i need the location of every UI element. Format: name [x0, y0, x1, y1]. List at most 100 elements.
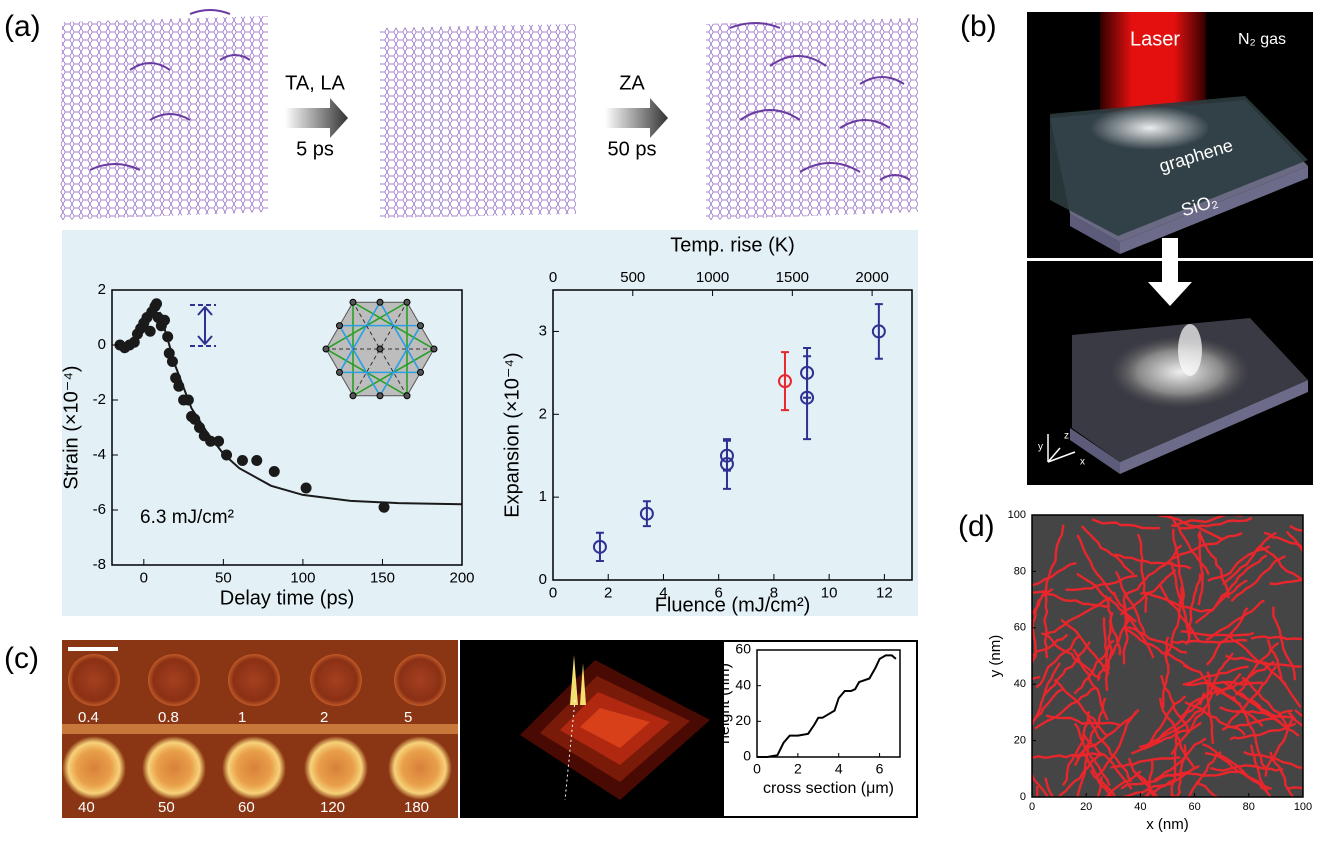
- afm-spot: [62, 736, 126, 800]
- x-tick-label: 2: [794, 760, 802, 776]
- x-tick-label: 0: [753, 760, 761, 776]
- thermal-bump: [1178, 324, 1202, 376]
- panel-b: (b) Laser N₂ gas graphene SiO₂ z y x: [960, 10, 1313, 485]
- afm-label: 5: [404, 709, 412, 726]
- afm-spot: [304, 736, 368, 800]
- y-tick-label: -8: [93, 556, 106, 573]
- y-tick-label: 20: [1014, 735, 1026, 747]
- y-tick-label: 40: [735, 676, 751, 692]
- x2-tick-label: 2000: [855, 269, 888, 286]
- process-label: TA, LA: [285, 72, 345, 94]
- afm-label: 0.8: [158, 709, 179, 726]
- afm-spot: [148, 654, 200, 706]
- x-tick-label: 20: [1080, 801, 1092, 813]
- afm-stripe: [62, 724, 458, 734]
- x-tick-label: 12: [876, 584, 893, 601]
- lattice-atom: [377, 346, 383, 352]
- point: [252, 456, 262, 466]
- time-label: 50 ps: [608, 138, 657, 160]
- y-tick-label: 2: [98, 281, 106, 298]
- chart: 0 20 40 60 80 100 0 20 40 60 80 100 x (nm) y (nm): [979, 509, 1326, 842]
- y-tick-label: 20: [735, 712, 751, 728]
- afm-label: 50: [158, 799, 175, 816]
- y-tick-label: 60: [1014, 622, 1026, 634]
- lattice-atom: [377, 299, 383, 305]
- afm-label: 0.4: [78, 709, 99, 726]
- afm-spot: [222, 736, 286, 800]
- x-tick-label: 200: [449, 569, 474, 586]
- axis-glyph-label: x: [1080, 457, 1085, 468]
- point: [222, 450, 232, 460]
- afm-spot: [310, 654, 362, 706]
- x-tick-label: 100: [1294, 801, 1312, 813]
- afm-spot: [68, 654, 120, 706]
- y-axis-label: y (nm): [987, 635, 1004, 678]
- point: [152, 299, 162, 309]
- afm-label: 1: [238, 709, 246, 726]
- x-axis-label: Delay time (ps): [220, 587, 354, 609]
- y-tick-label: 100: [1008, 509, 1026, 521]
- x2-tick-label: 0: [549, 269, 557, 286]
- lattice-atom: [337, 323, 343, 329]
- x-tick-label: 6: [876, 760, 884, 776]
- y-tick-label: 0: [743, 748, 751, 764]
- crack: [1232, 797, 1238, 842]
- y-tick-label: 0: [98, 336, 106, 353]
- afm-label: 40: [78, 799, 95, 816]
- afm-label: 180: [404, 799, 429, 816]
- laser-spot: [1090, 106, 1210, 150]
- point: [237, 456, 247, 466]
- y-tick-label: 0: [1020, 791, 1026, 803]
- y-tick-label: 60: [735, 641, 751, 657]
- x-tick-label: 40: [1134, 801, 1146, 813]
- lattice-atom: [323, 346, 329, 352]
- arrow: [605, 98, 668, 138]
- y-tick-label: -4: [93, 446, 106, 463]
- x-tick-label: 2: [604, 584, 612, 601]
- x-tick-label: 150: [370, 569, 395, 586]
- x-tick-label: 0: [549, 584, 557, 601]
- x-tick-label: 0: [1029, 801, 1035, 813]
- lattice-atom: [404, 299, 410, 305]
- lattice-atom: [431, 346, 437, 352]
- y-axis-label: height (nm): [716, 663, 733, 744]
- y-axis-label: Strain (×10⁻⁴): [60, 365, 82, 489]
- y-tick-label: -6: [93, 501, 106, 518]
- point: [301, 483, 311, 493]
- point: [379, 502, 389, 512]
- x-tick-label: 50: [215, 569, 232, 586]
- lattice-atom: [337, 369, 343, 375]
- lattice-atom: [404, 393, 410, 399]
- afm-spot: [388, 736, 452, 800]
- x-tick-label: 80: [1243, 801, 1255, 813]
- x-tick-label: 60: [1188, 801, 1200, 813]
- x2-tick-label: 500: [620, 269, 645, 286]
- panel-a-schematic: (a) TA, LA 5 ps ZA 50 ps: [4, 10, 918, 220]
- render-label: N₂ gas: [1238, 31, 1286, 48]
- y-tick-label: 0: [539, 571, 547, 588]
- afm-spot: [228, 654, 280, 706]
- y-tick-label: 80: [1014, 565, 1026, 577]
- panel-label: (c): [4, 642, 39, 675]
- point: [145, 326, 155, 336]
- x-axis-label: x (nm): [1146, 816, 1189, 833]
- y-axis-label: Expansion (×10⁻⁴): [501, 352, 523, 517]
- x-tick-label: 10: [821, 584, 838, 601]
- lattice-sheet: [706, 18, 918, 220]
- point: [214, 436, 224, 446]
- lattice-atom: [418, 323, 424, 329]
- crack: [979, 677, 1040, 707]
- time-label: 5 ps: [296, 138, 334, 160]
- x-tick-label: 0: [140, 569, 148, 586]
- x-axis-label: Fluence (mJ/cm²): [655, 594, 811, 616]
- x2-tick-label: 1500: [776, 269, 809, 286]
- lattice-atom: [418, 369, 424, 375]
- x2-tick-label: 1000: [696, 269, 729, 286]
- x2-axis-label: Temp. rise (K): [670, 234, 794, 256]
- lattice-sheet: [380, 24, 576, 218]
- y-tick-label: 40: [1014, 678, 1026, 690]
- afm-label: 60: [238, 799, 255, 816]
- y-tick-label: 2: [539, 405, 547, 422]
- afm-spot: [142, 736, 206, 800]
- afm-label: 2: [320, 709, 328, 726]
